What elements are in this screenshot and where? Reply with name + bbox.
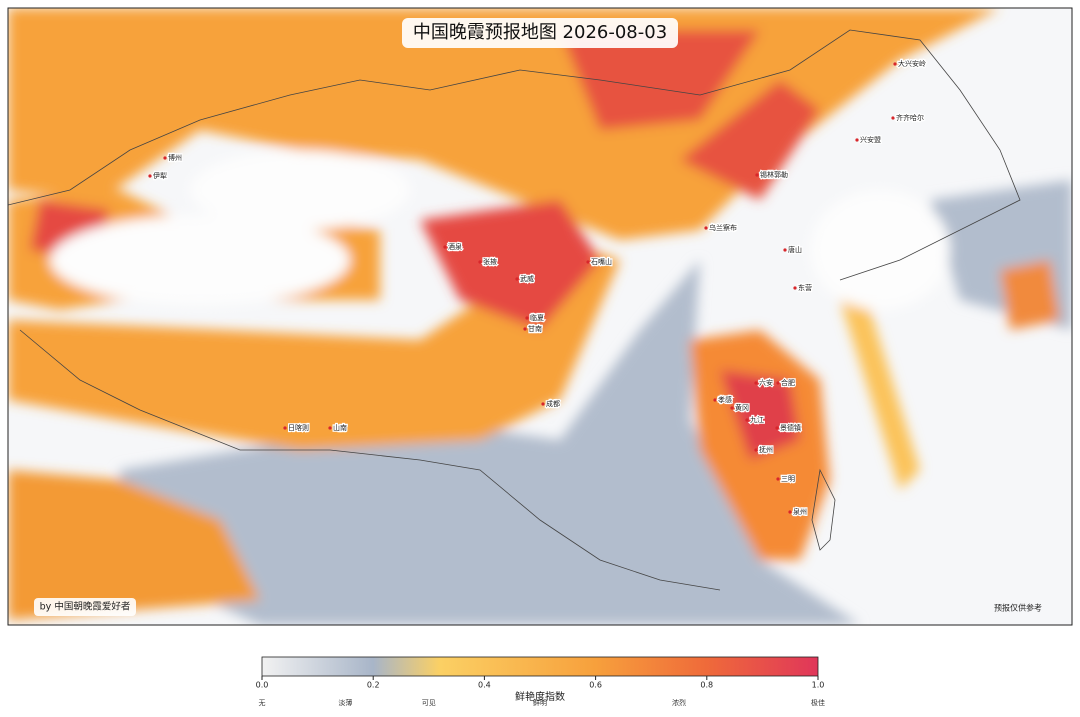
colorbar-level-label: 极佳: [811, 698, 825, 707]
city-label: 甘南: [528, 324, 542, 333]
colorbar-level-label: 浓烈: [672, 698, 686, 707]
city-dot: [283, 426, 287, 430]
city-dot: [788, 510, 792, 514]
city-label: 抚州: [759, 445, 773, 454]
city-label: 石嘴山: [591, 257, 612, 266]
city-dot: [755, 173, 759, 177]
city-dot: [704, 226, 708, 230]
city-label: 大兴安岭: [898, 59, 926, 68]
credit: by 中国朝晚霞爱好者: [40, 601, 131, 613]
map-title: 中国晚霞预报地图 2026-08-03: [413, 22, 667, 43]
city-label: 孝感: [718, 395, 732, 404]
forecast-layer: [8, 8, 1072, 625]
city-dot: [525, 316, 529, 320]
city-dot: [523, 327, 527, 331]
city-label: 景德镇: [780, 423, 801, 432]
city-dot: [893, 62, 897, 66]
city-label: 六安: [759, 378, 773, 387]
map-frame: [7, 7, 1073, 626]
colorbar-level-label: 鲜明: [533, 698, 547, 707]
colorbar-label: 鲜艳度指数: [515, 690, 565, 703]
city-dot: [730, 406, 734, 410]
city-dot: [713, 398, 717, 402]
city-label: 张掖: [483, 257, 497, 266]
city-dot: [783, 248, 787, 252]
city-dot: [586, 260, 590, 264]
city-dot: [775, 426, 779, 430]
colorbar-tick-label: 0.4: [478, 681, 491, 690]
city-label: 成都: [546, 399, 560, 408]
city-label: 锡林郭勒: [760, 170, 788, 179]
colorbar-level-label: 无: [259, 699, 266, 707]
colorbar: [261, 656, 819, 677]
city-label: 博州: [168, 153, 182, 162]
city-dot: [891, 116, 895, 120]
city-dot: [855, 138, 859, 142]
colorbar-tick-label: 0.0: [256, 681, 269, 690]
colorbar-tick-label: 0.6: [589, 681, 602, 690]
colorbar-tick-label: 1.0: [812, 681, 825, 690]
city-dot: [793, 286, 797, 290]
city-label: 兴安盟: [860, 135, 881, 144]
colorbar-level-label: 可见: [422, 699, 436, 707]
city-label: 武威: [520, 274, 534, 283]
city-dot: [328, 426, 332, 430]
city-label: 三明: [781, 475, 795, 483]
city-label: 泉州: [793, 507, 807, 516]
credit-box: [34, 598, 136, 616]
city-dot: [745, 418, 749, 422]
colorbar-tick-label: 0.2: [367, 681, 380, 690]
city-label: 唐山: [788, 245, 802, 254]
city-label: 酒泉: [448, 242, 462, 251]
colorbar-tick-label: 0.8: [700, 681, 713, 690]
city-label: 九江: [750, 415, 764, 424]
colorbar-level-label: 淡薄: [338, 698, 352, 707]
city-label: 乌兰察布: [709, 223, 737, 232]
city-label: 东营: [798, 283, 812, 292]
city-label: 黄冈: [735, 403, 749, 412]
city-label: 临夏: [530, 313, 544, 322]
city-dot: [148, 174, 152, 178]
city-dot: [163, 156, 167, 160]
borders: [8, 29, 1021, 591]
city-label: 山南: [333, 423, 347, 432]
title-box: [402, 18, 678, 48]
city-label: 齐齐哈尔: [896, 113, 924, 122]
city-dot: [541, 402, 545, 406]
city-dot: [515, 277, 519, 281]
city-dot: [478, 260, 482, 264]
city-label: 日喀则: [288, 423, 309, 432]
city-label: 伊犁: [153, 171, 167, 180]
city-dot: [443, 245, 447, 249]
city-dot: [754, 448, 758, 452]
city-dot: [776, 381, 780, 385]
city-dot: [776, 477, 780, 481]
disclaimer: 预报仅供参考: [994, 603, 1042, 613]
city-dot: [754, 381, 758, 385]
city-label: 合肥: [781, 378, 795, 387]
